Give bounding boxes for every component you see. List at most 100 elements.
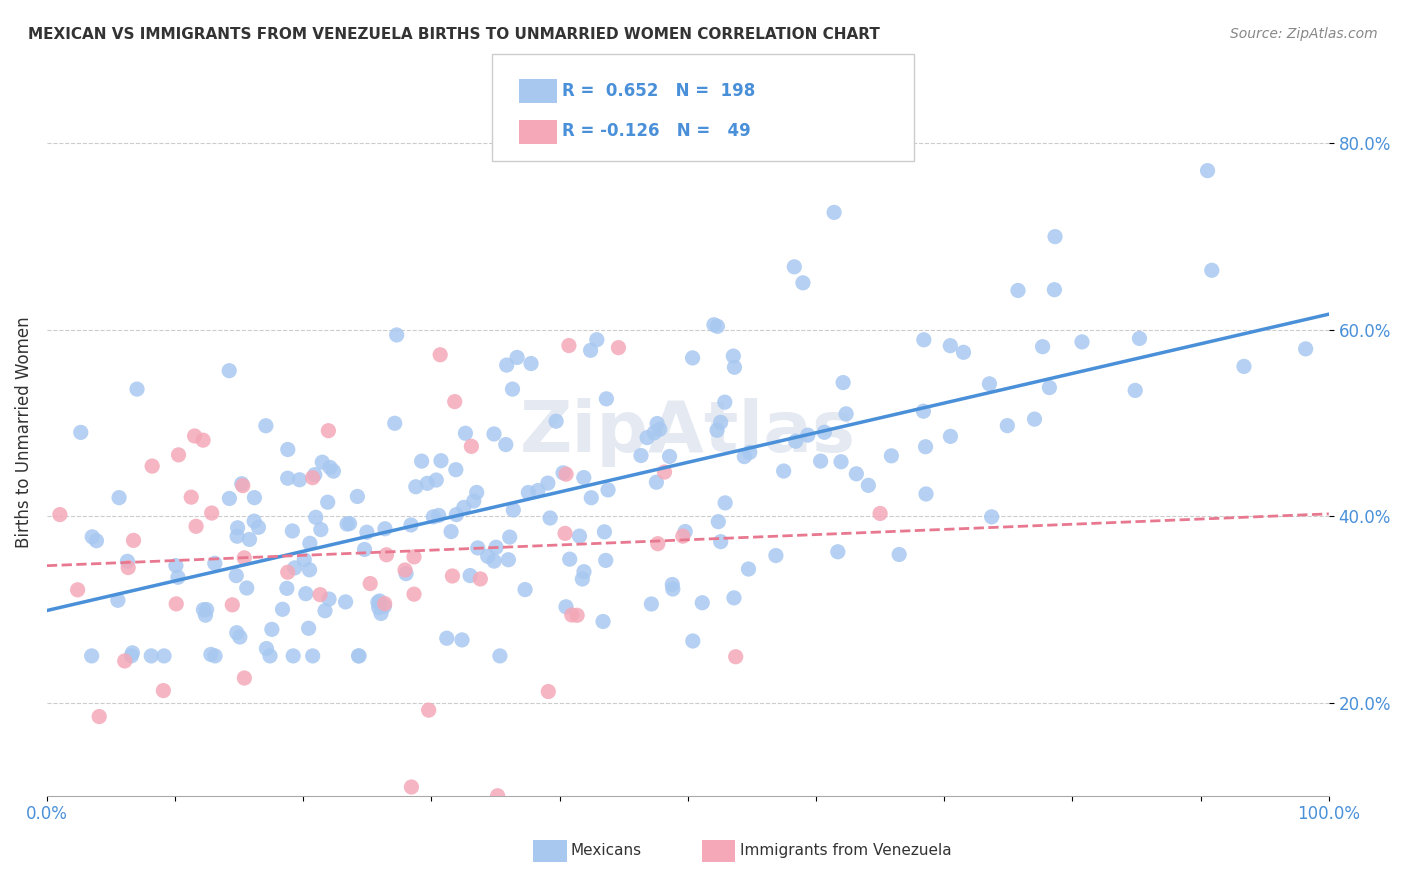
Mexicans	[271, 602, 294, 616]
Mexicans	[513, 582, 536, 597]
Mexicans	[229, 630, 252, 644]
Mexicans	[399, 518, 422, 533]
Immigrants from Venezuela	[558, 338, 581, 352]
Immigrants from Venezuela	[232, 478, 254, 492]
Mexicans	[581, 491, 603, 505]
Mexicans	[643, 425, 665, 440]
Mexicans	[502, 503, 524, 517]
Mexicans	[707, 515, 730, 529]
Mexicans	[82, 530, 104, 544]
Mexicans	[813, 425, 835, 440]
Text: ZipAtlas: ZipAtlas	[520, 398, 856, 467]
Mexicans	[238, 533, 260, 547]
Mexicans	[292, 552, 315, 566]
Mexicans	[593, 524, 616, 539]
Mexicans	[318, 592, 340, 607]
Mexicans	[723, 349, 745, 363]
Immigrants from Venezuela	[49, 508, 72, 522]
Mexicans	[714, 395, 737, 409]
Mexicans	[339, 516, 361, 531]
Mexicans	[810, 454, 832, 468]
Immigrants from Venezuela	[375, 548, 398, 562]
Mexicans	[723, 360, 745, 375]
Mexicans	[347, 648, 370, 663]
Mexicans	[304, 467, 326, 482]
Immigrants from Venezuela	[374, 597, 396, 611]
Immigrants from Venezuela	[418, 703, 440, 717]
Mexicans	[301, 648, 323, 663]
Mexicans	[495, 437, 517, 451]
Mexicans	[346, 490, 368, 504]
Mexicans	[226, 529, 249, 543]
Mexicans	[477, 549, 499, 564]
Mexicans	[662, 582, 685, 596]
Mexicans	[298, 563, 321, 577]
Mexicans	[368, 594, 391, 608]
Mexicans	[783, 260, 806, 274]
Mexicans	[225, 625, 247, 640]
Immigrants from Venezuela	[460, 439, 482, 453]
Mexicans	[405, 480, 427, 494]
Mexicans	[1038, 380, 1060, 394]
Mexicans	[596, 483, 619, 497]
Mexicans	[1071, 334, 1094, 349]
Mexicans	[585, 333, 607, 347]
Immigrants from Venezuela	[537, 684, 560, 698]
Mexicans	[440, 524, 463, 539]
Immigrants from Venezuela	[309, 588, 332, 602]
Mexicans	[422, 509, 444, 524]
Mexicans	[193, 603, 215, 617]
Immigrants from Venezuela	[402, 549, 425, 564]
Mexicans	[314, 604, 336, 618]
Mexicans	[200, 648, 222, 662]
Mexicans	[737, 562, 759, 576]
Mexicans	[630, 449, 652, 463]
Immigrants from Venezuela	[443, 394, 465, 409]
Immigrants from Venezuela	[114, 654, 136, 668]
Mexicans	[1295, 342, 1317, 356]
Mexicans	[495, 358, 517, 372]
Immigrants from Venezuela	[152, 683, 174, 698]
Mexicans	[738, 445, 761, 459]
Mexicans	[733, 450, 755, 464]
Immigrants from Venezuela	[233, 550, 256, 565]
Mexicans	[231, 476, 253, 491]
Mexicans	[673, 524, 696, 539]
Mexicans	[451, 632, 474, 647]
Mexicans	[411, 454, 433, 468]
Mexicans	[458, 568, 481, 582]
Mexicans	[710, 415, 733, 429]
Mexicans	[915, 487, 938, 501]
Immigrants from Venezuela	[183, 429, 205, 443]
Mexicans	[912, 333, 935, 347]
Mexicans	[723, 591, 745, 605]
Mexicans	[1233, 359, 1256, 374]
Mexicans	[1007, 284, 1029, 298]
Mexicans	[298, 536, 321, 550]
Mexicans	[572, 565, 595, 579]
Mexicans	[952, 345, 974, 359]
Mexicans	[218, 491, 240, 506]
Mexicans	[1197, 163, 1219, 178]
Mexicans	[243, 514, 266, 528]
Mexicans	[979, 376, 1001, 391]
Mexicans	[69, 425, 91, 440]
Mexicans	[204, 648, 226, 663]
Mexicans	[1043, 229, 1066, 244]
Mexicans	[467, 541, 489, 555]
Mexicans	[595, 553, 617, 567]
Mexicans	[661, 577, 683, 591]
Mexicans	[706, 423, 728, 437]
Mexicans	[167, 570, 190, 584]
Mexicans	[765, 549, 787, 563]
Immigrants from Venezuela	[301, 471, 323, 485]
Mexicans	[1201, 263, 1223, 277]
Mexicans	[367, 600, 389, 615]
Mexicans	[283, 648, 305, 663]
Mexicans	[225, 568, 247, 582]
Immigrants from Venezuela	[394, 563, 416, 577]
Mexicans	[517, 485, 540, 500]
Mexicans	[254, 418, 277, 433]
Mexicans	[373, 599, 395, 614]
Mexicans	[489, 648, 512, 663]
